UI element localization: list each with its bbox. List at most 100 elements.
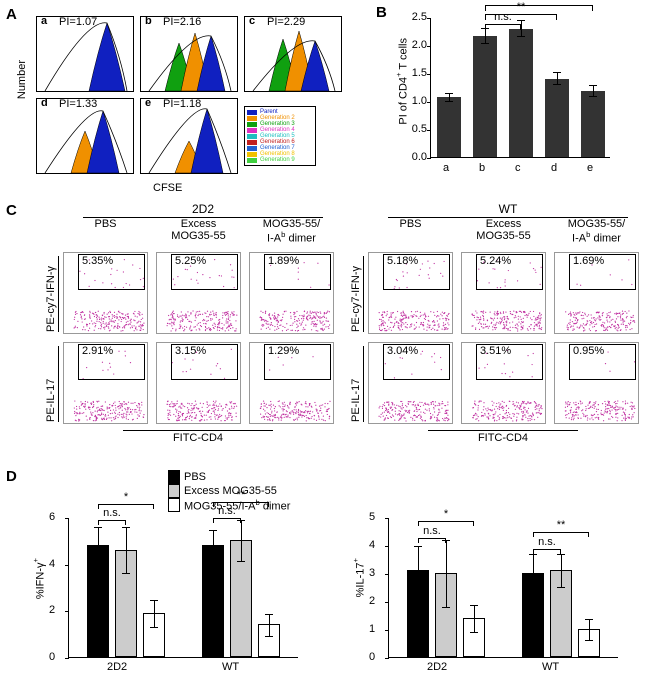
group-label: 2D2 <box>427 661 447 673</box>
bar <box>578 629 600 657</box>
group-label: WT <box>222 661 239 673</box>
error-bar <box>557 72 558 85</box>
histogram-d: d PI=1.33 <box>36 98 134 174</box>
sig-bracket: n.s. <box>98 520 126 533</box>
group-title: 2D2 <box>83 202 323 216</box>
ytick: 0.5 <box>401 123 427 135</box>
legend-swatch <box>247 134 257 139</box>
y-label: %IL-17+ <box>351 558 367 597</box>
error-bar <box>446 540 447 607</box>
dotplot: 5.25% <box>156 252 241 334</box>
ytick: 1.0 <box>401 95 427 107</box>
ytick: 2 <box>369 595 375 607</box>
dotplot: 3.04% <box>368 342 453 424</box>
error-bar <box>126 527 127 574</box>
legend-label: Excess MOG35-55 <box>184 485 277 497</box>
panel-a-xlabel: CFSE <box>153 182 182 194</box>
legend-label: PBS <box>184 471 206 483</box>
sig-bracket: * <box>98 504 154 517</box>
y-axis-label: PE-cy7-IFN-γ <box>350 256 362 332</box>
ytick: 2.0 <box>401 39 427 51</box>
panel-a-label: A <box>6 6 17 23</box>
legend-swatch <box>247 152 257 157</box>
legend-swatch <box>247 146 257 151</box>
col-header: PBS <box>363 218 458 230</box>
col-header: MOG35-55/ I-Ab dimer <box>549 218 644 245</box>
sig-bracket: ** <box>485 5 593 18</box>
error-bar <box>449 93 450 102</box>
pct-label: 5.25% <box>175 255 206 267</box>
sig-bracket: ** <box>533 532 589 545</box>
error-bar <box>154 600 155 628</box>
ytick: 2 <box>49 604 55 616</box>
group-label: 2D2 <box>107 661 127 673</box>
panel-a-ylabel: Number <box>16 60 28 99</box>
error-bar <box>561 554 562 588</box>
y-axis-label: PE-IL-17 <box>45 346 57 422</box>
group-title: WT <box>388 202 628 216</box>
error-bar <box>213 530 214 563</box>
histogram-svg <box>37 99 133 173</box>
x-axis-label: FITC-CD4 <box>428 432 578 444</box>
error-bar <box>474 605 475 633</box>
error-bar <box>593 85 594 96</box>
pct-label: 1.89% <box>268 255 299 267</box>
dotplot: 5.18% <box>368 252 453 334</box>
sig-bracket: ** <box>213 502 269 515</box>
bar <box>522 573 544 657</box>
panel-b-label: B <box>376 4 387 21</box>
col-header: Excess MOG35-55 <box>151 218 246 242</box>
sig-bracket: n.s. <box>418 538 446 551</box>
bar <box>545 79 569 157</box>
xtick: c <box>515 162 521 174</box>
col-header: Excess MOG35-55 <box>456 218 551 242</box>
legend-swatch <box>168 498 180 512</box>
pct-label: 5.24% <box>480 255 511 267</box>
pct-label: 2.91% <box>82 345 113 357</box>
error-bar <box>269 614 270 637</box>
bar <box>581 91 605 157</box>
bar <box>87 545 109 657</box>
dotplot: 0.95% <box>554 342 639 424</box>
bar <box>550 570 572 657</box>
dotplot: 1.89% <box>249 252 334 334</box>
ytick: 6 <box>49 511 55 523</box>
legend-item: Excess MOG35-55 <box>168 484 290 498</box>
xtick: e <box>587 162 593 174</box>
histogram-svg <box>141 99 237 173</box>
x-axis-label: FITC-CD4 <box>123 432 273 444</box>
pct-label: 1.69% <box>573 255 604 267</box>
bar-plot: 0246%IFN-γ+2D2WTn.s.*n.s.** <box>68 518 298 658</box>
legend-item: PBS <box>168 470 290 484</box>
bar <box>437 97 461 157</box>
generation-legend: ParentGeneration 2Generation 3Generation… <box>244 106 316 166</box>
legend-text: Generation 9 <box>260 157 295 163</box>
ytick: 2.5 <box>401 11 427 23</box>
bar <box>463 618 485 657</box>
sig-bracket: n.s. <box>213 518 241 531</box>
xtick: a <box>443 162 449 174</box>
bar <box>258 624 280 657</box>
col-header: PBS <box>58 218 153 230</box>
y-axis-label: PE-cy7-IFN-γ <box>45 256 57 332</box>
bar <box>143 613 165 657</box>
pct-label: 1.29% <box>268 345 299 357</box>
dotplot: 3.15% <box>156 342 241 424</box>
panel-a: A Number a PI=1.07b PI=2.16c PI=2.29d PI… <box>8 8 363 193</box>
histogram-a: a PI=1.07 <box>36 16 134 92</box>
bar-plot: 012345%IL-17+2D2WTn.s.*n.s.** <box>388 518 618 658</box>
dotplot: 5.35% <box>63 252 148 334</box>
group-label: WT <box>542 661 559 673</box>
pct-label: 3.51% <box>480 345 511 357</box>
xtick: d <box>551 162 557 174</box>
error-bar <box>589 619 590 641</box>
legend-swatch <box>247 122 257 127</box>
ytick: 0.0 <box>401 151 427 163</box>
dotplot: 3.51% <box>461 342 546 424</box>
bar <box>435 573 457 657</box>
y-label: %IFN-γ+ <box>31 558 47 599</box>
bar <box>230 540 252 657</box>
pct-label: 3.15% <box>175 345 206 357</box>
dotplot: 1.69% <box>554 252 639 334</box>
ytick: 3 <box>369 567 375 579</box>
